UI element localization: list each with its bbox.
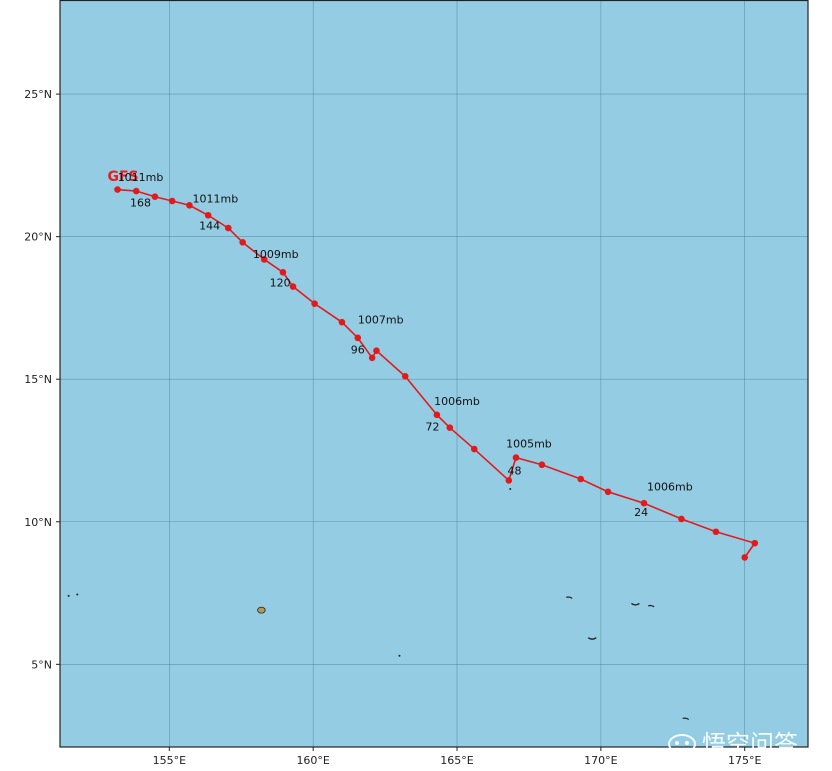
- lat-tick-label: 15°N: [24, 373, 52, 386]
- track-point: [114, 186, 121, 193]
- hour-label: 120: [270, 277, 291, 290]
- pressure-label: 1011mb: [118, 171, 164, 184]
- axis-ticks: 155°E 160°E 165°E 170°E 175°E 5°N 10°N 15°N 20°N…: [24, 88, 761, 767]
- track-point: [225, 224, 232, 232]
- map-frame: [59, 0, 809, 748]
- island: [67, 594, 70, 597]
- island: [587, 637, 597, 640]
- track-labels: GFS 1006mb 1005mb 1006mb 1007mb 1009mb 1011mb…: [107, 169, 692, 519]
- island: [566, 596, 573, 599]
- track-point: [239, 239, 246, 246]
- pressure-label: 1005mb: [506, 438, 552, 451]
- track-point: [433, 411, 441, 419]
- pressure-label: 1007mb: [358, 314, 404, 327]
- track-point: [311, 300, 318, 307]
- logo-eye: [675, 741, 679, 745]
- model-label: GFS: [107, 169, 138, 185]
- hour-label: 24: [634, 506, 648, 519]
- track-point: [470, 445, 478, 453]
- track-point: [289, 283, 297, 290]
- track-point: [751, 539, 759, 547]
- lat-tick-label: 25°N: [24, 88, 52, 101]
- ocean-background: [60, 0, 808, 747]
- track-point: [168, 197, 176, 205]
- wukong-logo-icon: [668, 734, 696, 754]
- islands: [67, 487, 690, 720]
- lat-tick-label: 10°N: [24, 516, 52, 529]
- track-point: [132, 187, 140, 195]
- track-point: [151, 193, 159, 201]
- track-point: [577, 475, 585, 483]
- track-point: [401, 373, 409, 380]
- pressure-label: 1011mb: [193, 192, 239, 205]
- track-point: [186, 201, 193, 209]
- hour-label: 168: [130, 197, 151, 210]
- island: [398, 654, 401, 657]
- lat-tick-label: 5°N: [31, 658, 52, 671]
- track-point: [512, 454, 520, 461]
- watermark: 悟空问答: [668, 730, 798, 758]
- track-point: [712, 528, 720, 536]
- logo-eye: [685, 741, 689, 745]
- track-point: [604, 488, 612, 496]
- forecast-track: [114, 186, 759, 561]
- island: [257, 606, 266, 614]
- island: [509, 487, 512, 490]
- hour-label: 144: [199, 220, 220, 233]
- track-point: [741, 554, 749, 561]
- track-point: [640, 499, 648, 507]
- track-point: [538, 461, 546, 469]
- track-point: [354, 334, 362, 342]
- logo-shape: [668, 734, 696, 754]
- track-point: [279, 268, 287, 276]
- track-point: [373, 347, 380, 354]
- island: [648, 604, 655, 608]
- island: [682, 717, 690, 720]
- island: [630, 602, 640, 606]
- pressure-label: 1006mb: [647, 480, 693, 493]
- lat-tick-label: 20°N: [24, 231, 52, 244]
- hour-label: 48: [508, 465, 522, 478]
- lon-tick-label: 170°E: [584, 754, 617, 767]
- hour-label: 96: [351, 344, 365, 357]
- lon-tick-label: 160°E: [296, 754, 329, 767]
- lon-tick-label: 155°E: [153, 754, 186, 767]
- track-point: [505, 477, 513, 484]
- lon-tick-label: 165°E: [440, 754, 473, 767]
- track-point: [338, 318, 346, 326]
- track-point: [678, 515, 685, 523]
- pressure-label: 1006mb: [434, 395, 480, 408]
- track-point: [368, 354, 376, 362]
- graticule: [60, 0, 808, 747]
- track-point: [260, 256, 268, 263]
- watermark-text: 悟空问答: [702, 730, 798, 758]
- lon-tick-label: 175°E: [728, 754, 761, 767]
- track-line: [117, 188, 757, 558]
- hour-label: 72: [426, 421, 440, 434]
- track-point: [446, 424, 454, 431]
- track-point: [204, 211, 212, 219]
- pressure-label: 1009mb: [253, 248, 299, 261]
- island: [76, 593, 79, 596]
